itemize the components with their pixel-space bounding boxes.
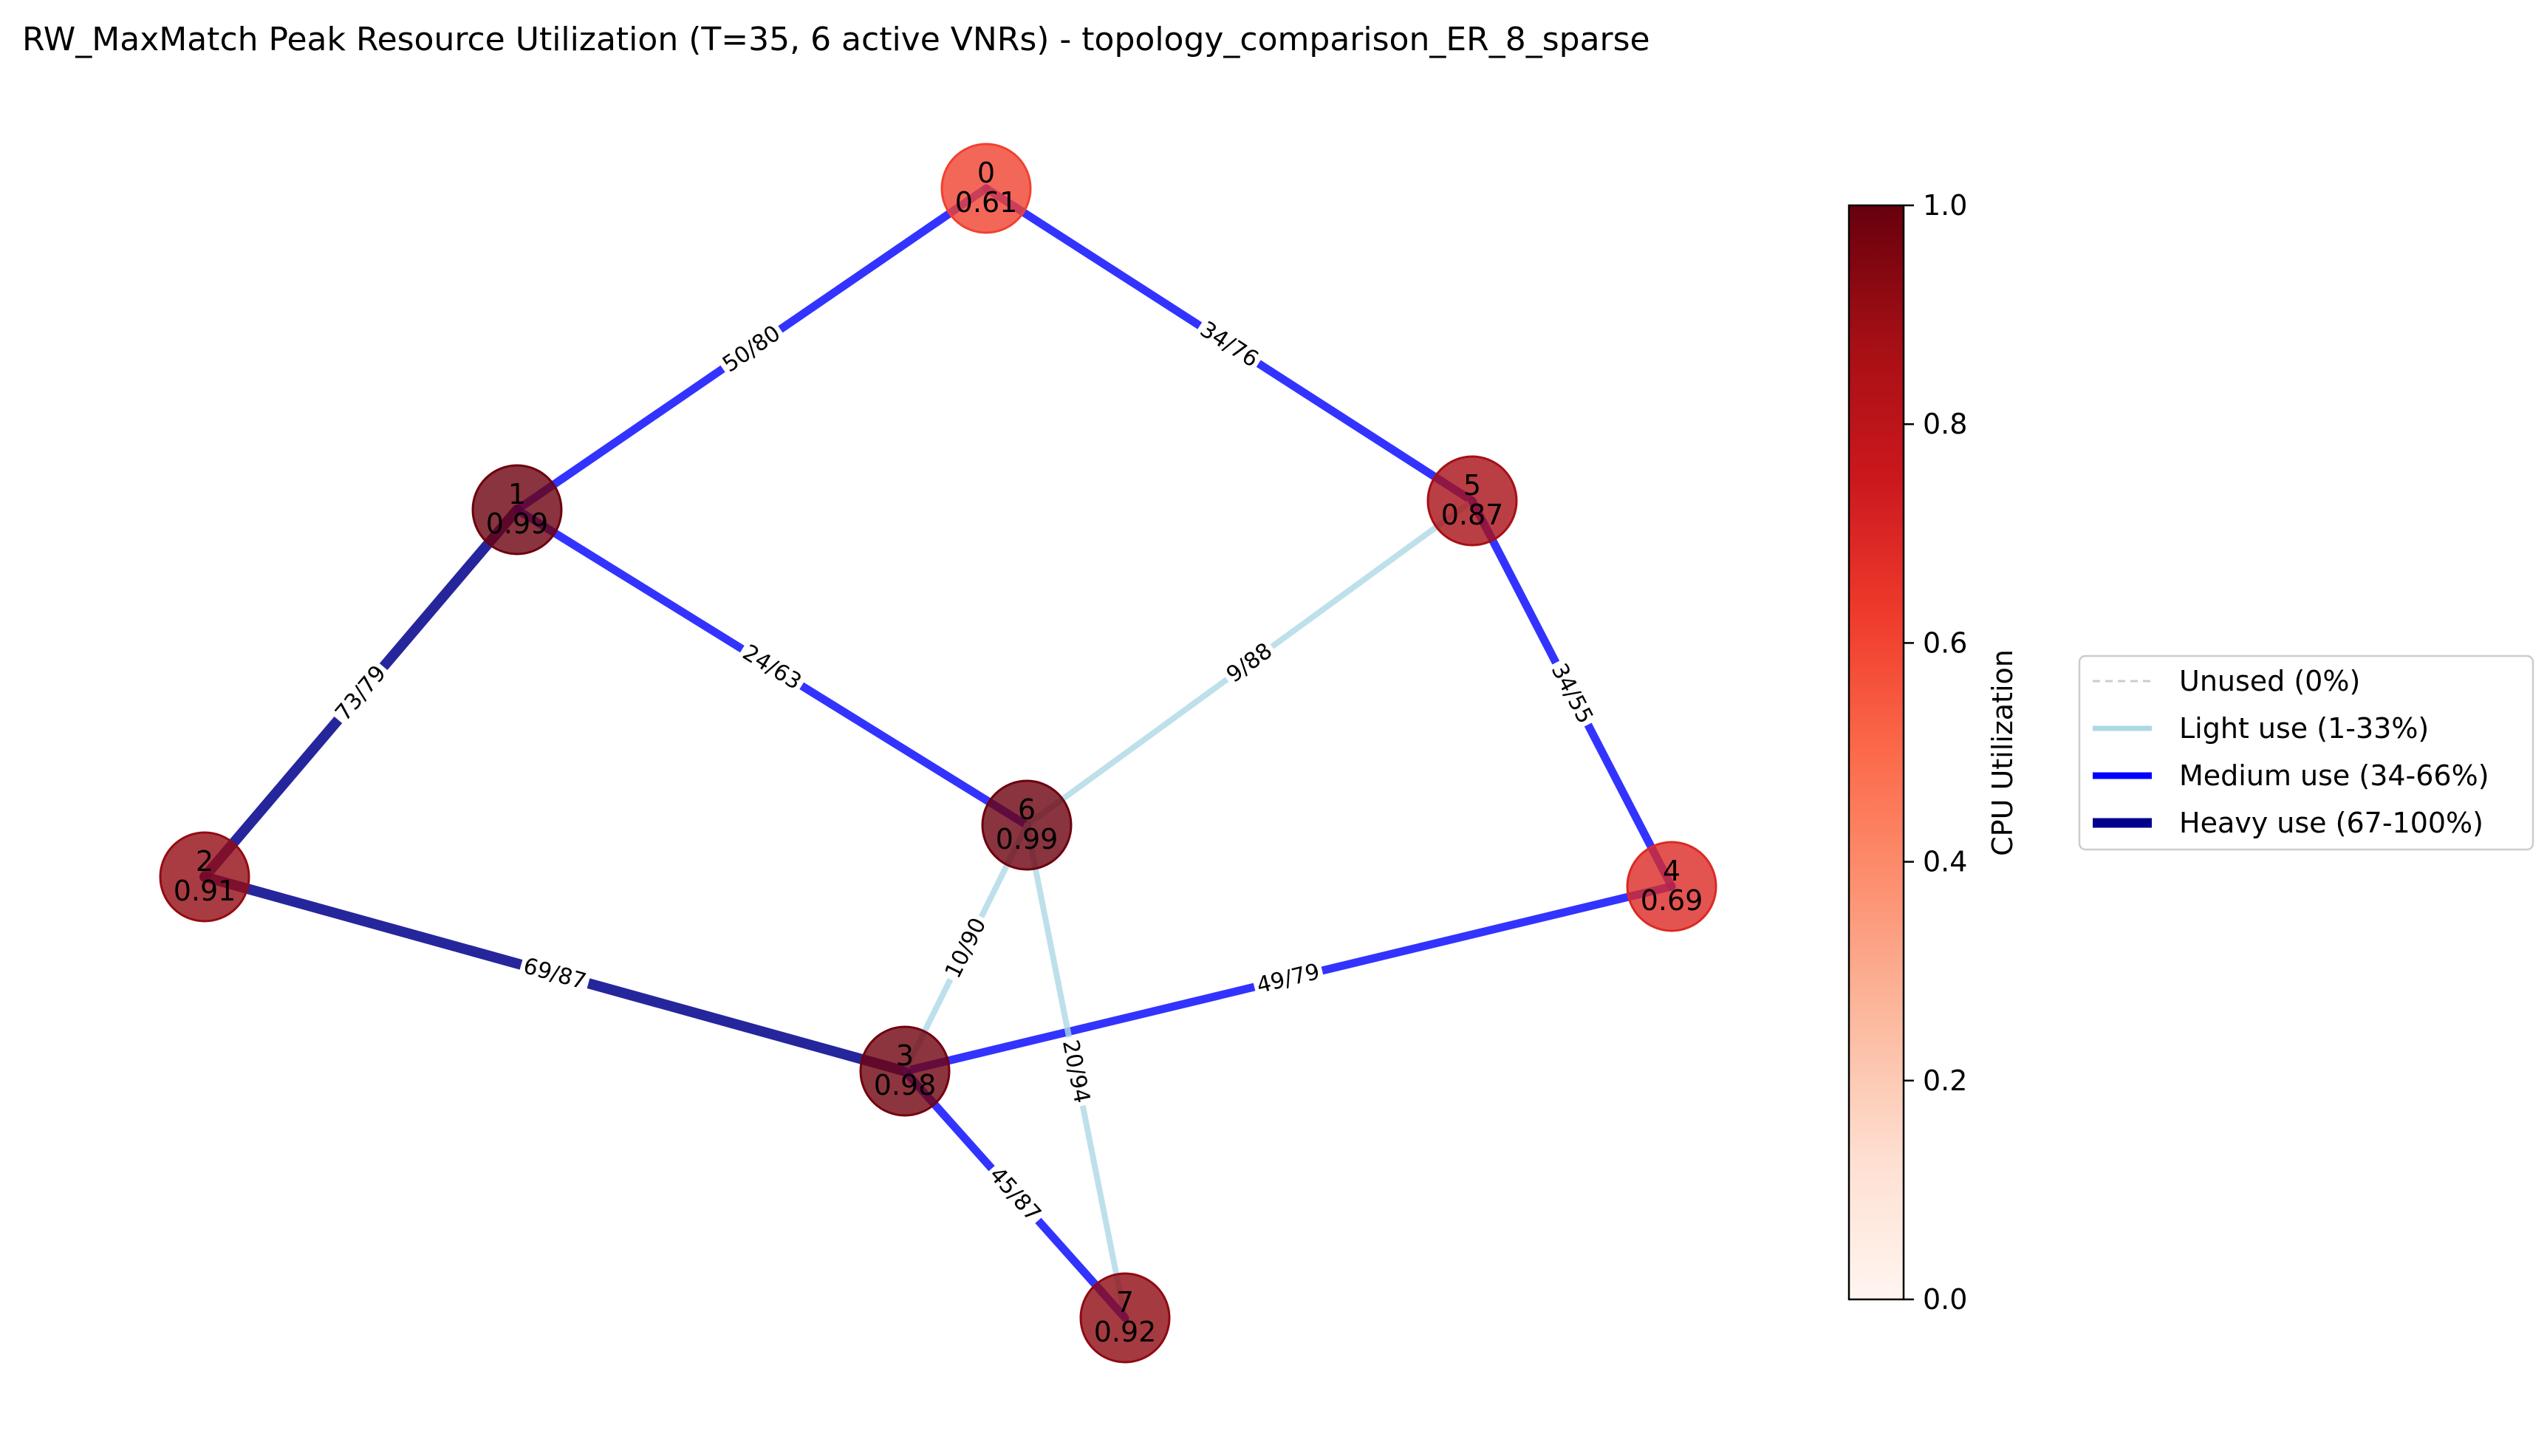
colorbar-tick-label: 1.0 [1923, 189, 1967, 222]
node-util-label: 0.98 [874, 1069, 937, 1101]
node-id-label: 4 [1663, 855, 1681, 887]
legend-label-medium: Medium use (34-66%) [2179, 759, 2489, 792]
node-util-label: 0.87 [1441, 499, 1504, 531]
node-1: 10.99 [471, 464, 563, 556]
edges-layer [199, 184, 1676, 1322]
edge-label-5-4: 34/55 [1543, 656, 1601, 731]
edge-label-text: 24/63 [738, 640, 806, 695]
edge-label-3-7: 45/87 [981, 1159, 1049, 1230]
colorbar-gradient [1847, 204, 1905, 1301]
edge-label-text: 73/79 [330, 660, 392, 726]
node-util-label: 0.61 [955, 186, 1018, 219]
legend: Unused (0%) Light use (1-33%) Medium use (… [2078, 654, 2534, 851]
colorbar-label: CPU Utilization [1986, 649, 2019, 856]
node-id-label: 0 [977, 157, 995, 189]
edge-label-background [1543, 656, 1601, 731]
colorbar: 0.0 0.2 0.4 0.6 0.8 1.0 CPU Utilization [1847, 189, 2019, 1316]
edge-label-background [517, 951, 592, 997]
edge-label-background [1056, 1034, 1096, 1109]
node-0: 00.61 [940, 143, 1032, 234]
node-2: 20.91 [159, 831, 250, 923]
edge-label-text: 45/87 [984, 1162, 1046, 1227]
edge-label-1-2: 73/79 [327, 657, 394, 729]
colorbar-tick-label: 0.4 [1923, 846, 1967, 878]
chart-title: RW_MaxMatch Peak Resource Utilization (T… [22, 21, 1650, 58]
node-circle [1626, 841, 1717, 932]
node-id-label: 3 [896, 1039, 914, 1072]
node-id-label: 2 [196, 845, 213, 878]
node-4: 40.69 [1626, 841, 1717, 932]
colorbar-ticks: 0.0 0.2 0.4 0.6 0.8 1.0 [1904, 189, 1967, 1316]
node-circle [940, 143, 1032, 234]
node-circle [981, 779, 1073, 871]
legend-frame [2078, 654, 2534, 851]
legend-label-heavy: Heavy use (67-100%) [2179, 807, 2483, 839]
edge-label-6-3: 10/90 [937, 910, 994, 986]
node-circle [159, 831, 250, 923]
node-circle [471, 464, 563, 556]
edge-label-text: 69/87 [521, 953, 589, 995]
node-5: 50.87 [1426, 455, 1518, 547]
edge-label-background [1219, 635, 1280, 691]
node-util-label: 0.99 [486, 507, 549, 540]
edge-label-3-4: 49/79 [1251, 957, 1326, 1001]
edge-label-text: 34/76 [1195, 316, 1263, 372]
node-util-label: 0.99 [996, 823, 1059, 855]
colorbar-tick-label: 0.0 [1923, 1283, 1967, 1316]
edge-label-text: 10/90 [940, 914, 992, 982]
node-circle [859, 1025, 951, 1117]
colorbar-tick-label: 0.2 [1923, 1064, 1967, 1097]
node-id-label: 6 [1018, 793, 1036, 826]
edge-label-6-7: 20/94 [1056, 1034, 1096, 1109]
node-util-label: 0.92 [1094, 1316, 1157, 1348]
edge-label-background [715, 318, 788, 380]
node-util-label: 0.69 [1641, 884, 1703, 917]
edge-label-2-3: 69/87 [517, 951, 592, 997]
legend-label-unused: Unused (0%) [2179, 665, 2360, 697]
edge-label-0-1: 50/80 [715, 318, 788, 380]
legend-items: Unused (0%) Light use (1-33%) Medium use (… [2093, 665, 2489, 839]
edge-label-0-5: 34/76 [1192, 314, 1266, 375]
node-id-label: 5 [1463, 469, 1481, 502]
edge-label-background [1192, 314, 1266, 375]
edge-label-background [735, 637, 809, 698]
edge-label-text: 34/55 [1546, 660, 1599, 728]
node-circle [1079, 1272, 1171, 1364]
colorbar-tick-label: 0.6 [1923, 626, 1967, 659]
node-id-label: 1 [508, 478, 526, 510]
edge-label-1-6: 24/63 [735, 637, 809, 698]
node-6: 60.99 [981, 779, 1073, 871]
legend-label-light: Light use (1-33%) [2179, 712, 2429, 745]
colorbar-tick-label: 0.8 [1923, 408, 1967, 440]
edge-label-background [937, 910, 994, 986]
edge-label-background [327, 657, 394, 729]
node-id-label: 7 [1116, 1286, 1134, 1319]
node-7: 70.92 [1079, 1272, 1171, 1364]
node-util-label: 0.91 [174, 875, 236, 907]
edge-label-background [981, 1159, 1049, 1230]
edge-label-background [1251, 957, 1326, 1001]
node-circle [1426, 455, 1518, 547]
node-3: 30.98 [859, 1025, 951, 1117]
